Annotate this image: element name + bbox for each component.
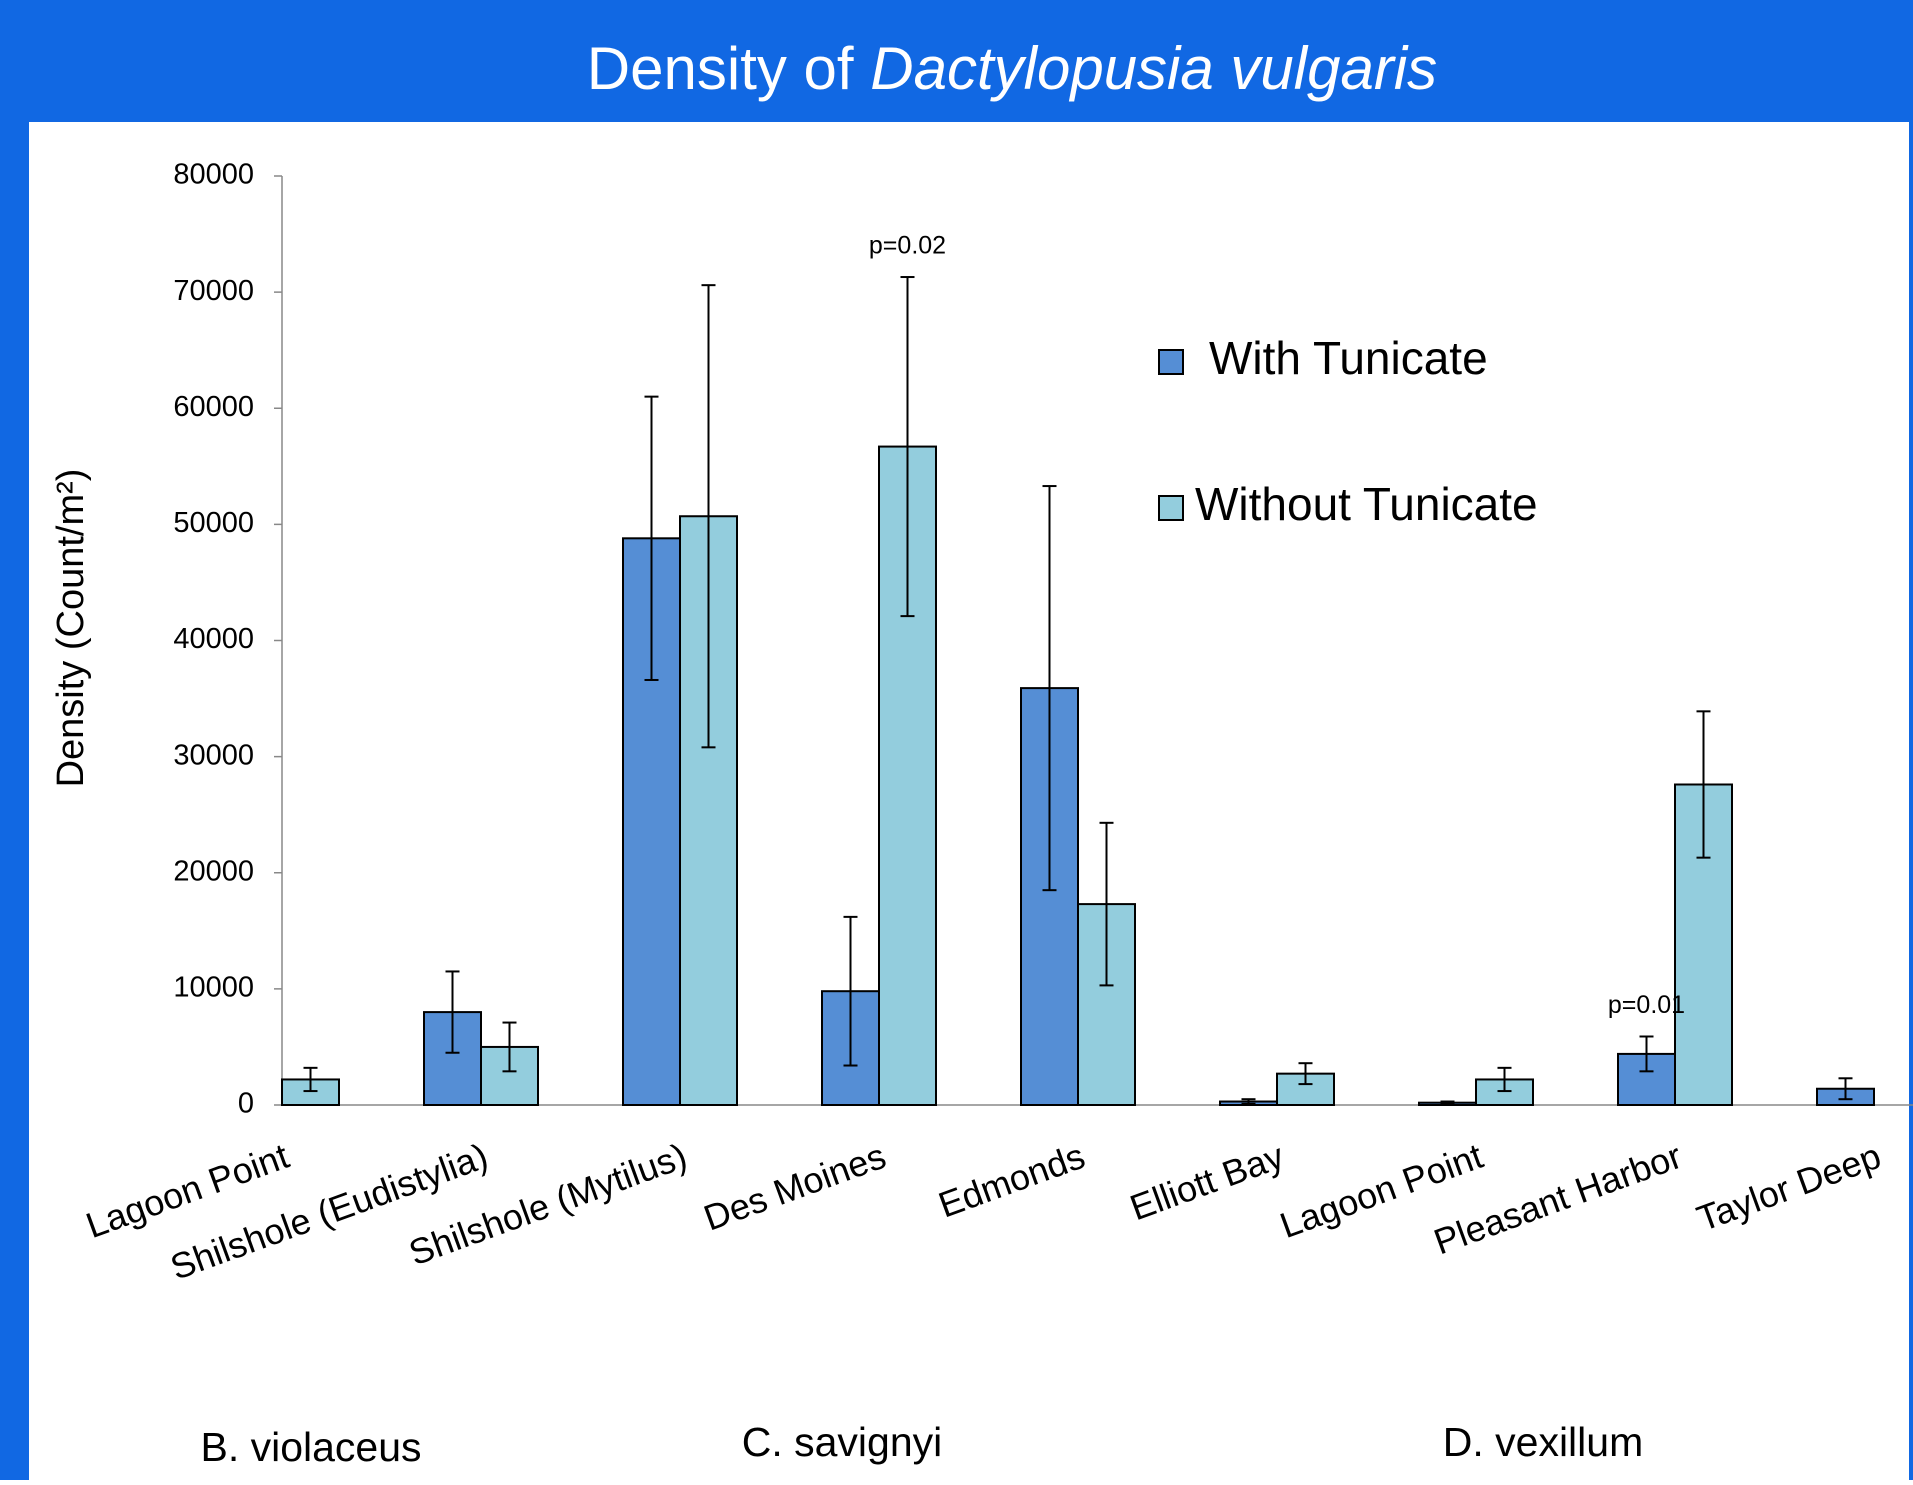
error-bar	[1440, 1100, 1455, 1105]
error-bar	[900, 276, 915, 618]
error-bar	[1241, 1098, 1256, 1105]
error-bar	[1838, 1077, 1853, 1101]
error-bar	[701, 284, 716, 749]
y-tick-label: 10000	[173, 972, 254, 1004]
y-tick-label: 30000	[173, 739, 254, 771]
y-tick-label: 60000	[173, 391, 254, 423]
error-bar	[1696, 710, 1711, 859]
y-tick-label: 40000	[173, 623, 254, 655]
legend-label: With Tunicate	[1209, 332, 1488, 384]
group-label: D. vexillum	[1443, 1419, 1643, 1465]
y-tick-label: 20000	[173, 855, 254, 887]
legend-swatch	[1158, 495, 1184, 521]
y-tick-label: 80000	[173, 159, 254, 191]
error-bar	[1099, 821, 1114, 987]
error-bar	[502, 1021, 517, 1073]
title-prefix: Density of	[587, 35, 870, 102]
annotation: p=0.01	[1608, 991, 1685, 1019]
y-axis-label: Density (Count/m²)	[50, 469, 92, 788]
chart-title: Density of Dactylopusia vulgaris	[587, 35, 1437, 102]
group-label: B. violaceus	[200, 1424, 421, 1470]
title-species: Dactylopusia vulgaris	[870, 35, 1437, 102]
legend-label: Without Tunicate	[1195, 478, 1538, 530]
bar	[480, 1045, 539, 1106]
annotation: p=0.02	[869, 232, 946, 260]
error-bar	[303, 1066, 318, 1093]
error-bar	[644, 395, 659, 681]
panel	[29, 122, 1909, 1480]
error-bar	[445, 970, 460, 1054]
error-bar	[1497, 1066, 1512, 1093]
y-tick-label: 70000	[173, 275, 254, 307]
error-bar	[1298, 1062, 1313, 1086]
y-tick-label: 50000	[173, 507, 254, 539]
y-tick-label: 0	[238, 1088, 254, 1120]
group-label: C. savignyi	[742, 1419, 943, 1465]
error-bar	[843, 915, 858, 1067]
legend-swatch	[1158, 349, 1184, 375]
error-bar	[1639, 1035, 1654, 1073]
error-bar	[1042, 485, 1057, 892]
